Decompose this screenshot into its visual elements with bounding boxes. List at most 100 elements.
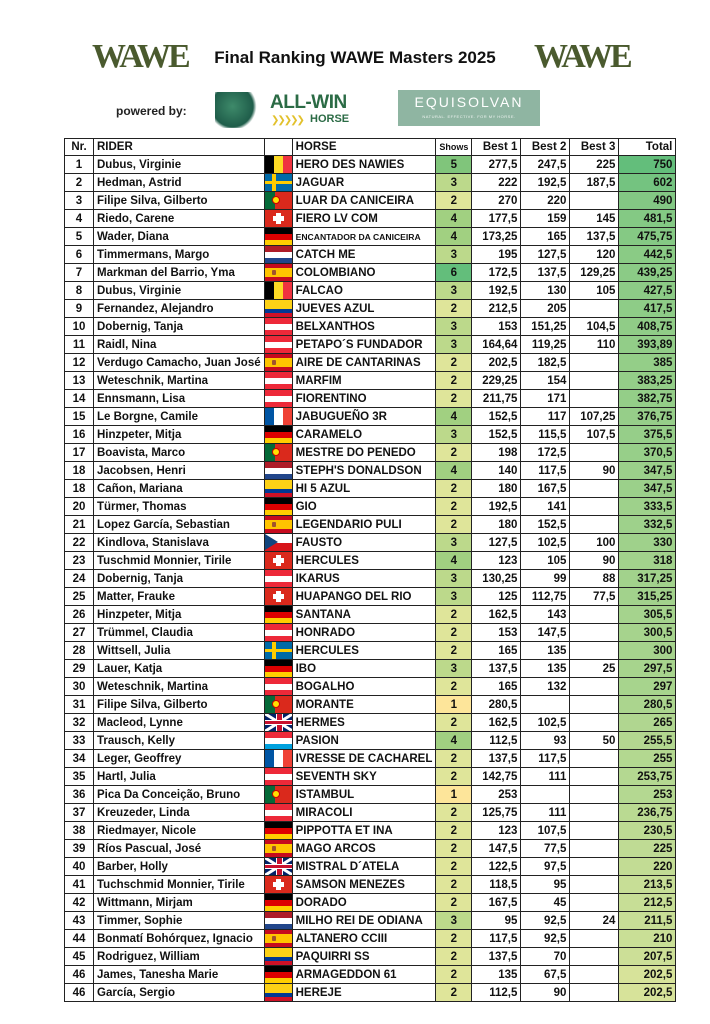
rank-cell: 24	[64, 569, 94, 589]
shows-cell: 3	[435, 245, 473, 265]
colombia-flag-icon	[265, 984, 292, 1001]
table-row: 36 Pica Da Conceição, Bruno ISTAMBUL 1 253 25…	[64, 785, 677, 805]
best3-cell	[569, 983, 620, 1003]
total-cell: 317,25	[618, 569, 677, 589]
best2-cell: 111	[520, 767, 571, 787]
table-row: 12 Verdugo Camacho, Juan José AIRE DE CANT…	[64, 353, 677, 373]
shows-cell: 3	[435, 911, 473, 931]
table-row: 38 Riedmayer, Nicole PIPPOTTA ET INA 2 123 10…	[64, 821, 677, 841]
best3-cell	[569, 695, 620, 715]
belgium-flag-icon	[265, 282, 292, 299]
total-cell: 253,75	[618, 767, 677, 787]
shows-cell: 2	[435, 479, 473, 499]
table-row: 14 Ennsmann, Lisa FIORENTINO 2 211,75 171 382,…	[64, 389, 677, 409]
germany-flag-icon	[265, 660, 292, 677]
best2-cell: 182,5	[520, 353, 571, 373]
best1-cell: 135	[471, 965, 522, 985]
best2-cell: 45	[520, 893, 571, 913]
ranking-table: Nr. RIDER HORSE Shows Best 1 Best 2 Best…	[64, 137, 677, 1003]
germany-flag-icon	[265, 822, 292, 839]
rank-cell: 31	[64, 695, 94, 715]
rank-cell: 15	[64, 407, 94, 427]
best1-cell: 280,5	[471, 695, 522, 715]
horse-cell: MORANTE	[291, 695, 437, 715]
table-row: 8 Dubus, Virginie FALCAO 3 192,5 130 105 427,5	[64, 281, 677, 301]
total-cell: 490	[618, 191, 677, 211]
best2-cell: 205	[520, 299, 571, 319]
rank-cell: 30	[64, 677, 94, 697]
horse-cell: HERCULES	[291, 551, 437, 571]
spain-flag-icon	[265, 516, 292, 533]
powered-by-label: powered by:	[116, 104, 187, 118]
table-row: 10 Dobernig, Tanja BELXANTHOS 3 153 151,25 104…	[64, 317, 677, 337]
table-row: 22 Kindlova, Stanislava FAUSTO 3 127,5 102,5 1…	[64, 533, 677, 553]
rank-cell: 12	[64, 353, 94, 373]
horse-cell: ENCANTADOR DA CANICEIRA	[291, 227, 437, 247]
best3-cell: 107,5	[569, 425, 620, 445]
horse-cell: FALCAO	[291, 281, 437, 301]
rank-cell: 26	[64, 605, 94, 625]
rider-cell: Filipe Silva, Gilberto	[93, 191, 265, 211]
shows-cell: 2	[435, 371, 473, 391]
best1-cell: 173,25	[471, 227, 522, 247]
sponsor-subname: HORSE	[310, 113, 350, 125]
table-row: 25 Matter, Frauke HUAPANGO DEL RIO 3 125 112,…	[64, 587, 677, 607]
best2-cell: 95	[520, 875, 571, 895]
best3-cell	[569, 641, 620, 661]
rider-cell: Macleod, Lynne	[93, 713, 265, 733]
shows-cell: 3	[435, 425, 473, 445]
table-row: 42 Wittmann, Mirjam DORADO 2 167,5 45 212,5	[64, 893, 677, 913]
france-flag-icon	[265, 408, 292, 425]
flag-cell	[263, 839, 293, 859]
best1-cell: 117,5	[471, 929, 522, 949]
best2-cell	[520, 695, 571, 715]
flag-cell	[263, 821, 293, 841]
rank-cell: 8	[64, 281, 94, 301]
best1-cell: 95	[471, 911, 522, 931]
best2-cell: 99	[520, 569, 571, 589]
table-row: 29 Lauer, Katja IBO 3 137,5 135 25 297,5	[64, 659, 677, 679]
shows-cell: 2	[435, 677, 473, 697]
best1-cell: 152,5	[471, 407, 522, 427]
austria-flag-icon	[265, 570, 292, 587]
best1-cell: 137,5	[471, 749, 522, 769]
flag-cell	[263, 929, 293, 949]
rider-cell: Dobernig, Tanja	[93, 569, 265, 589]
rider-cell: Dobernig, Tanja	[93, 317, 265, 337]
best3-cell	[569, 389, 620, 409]
best3-cell	[569, 839, 620, 859]
rank-cell: 10	[64, 317, 94, 337]
rider-cell: Wittsell, Julia	[93, 641, 265, 661]
shows-cell: 3	[435, 281, 473, 301]
total-cell: 347,5	[618, 479, 677, 499]
best2-cell: 141	[520, 497, 571, 517]
horse-cell: LUAR DA CANICEIRA	[291, 191, 437, 211]
best1-cell: 162,5	[471, 713, 522, 733]
rank-cell: 18	[64, 479, 94, 499]
rank-cell: 43	[64, 911, 94, 931]
flag-cell	[263, 893, 293, 913]
best1-cell: 112,5	[471, 983, 522, 1003]
portugal-flag-icon	[265, 444, 292, 461]
best2-cell: 159	[520, 209, 571, 229]
shows-cell: 6	[435, 263, 473, 283]
flag-cell	[263, 173, 293, 193]
rank-cell: 32	[64, 713, 94, 733]
best2-cell: 117,5	[520, 749, 571, 769]
flag-cell	[263, 767, 293, 787]
rank-cell: 46	[64, 965, 94, 985]
horse-cell: BELXANTHOS	[291, 317, 437, 337]
best1-cell: 222	[471, 173, 522, 193]
horse-cell: IBO	[291, 659, 437, 679]
best1-cell: 211,75	[471, 389, 522, 409]
best1-cell: 165	[471, 641, 522, 661]
horse-cell: HERCULES	[291, 641, 437, 661]
flag-cell	[263, 407, 293, 427]
france-flag-icon	[265, 750, 292, 767]
rank-cell: 23	[64, 551, 94, 571]
best1-cell: 125	[471, 587, 522, 607]
flag-cell	[263, 587, 293, 607]
horse-cell: MIRACOLI	[291, 803, 437, 823]
rank-cell: 9	[64, 299, 94, 319]
horse-cell: MAGO ARCOS	[291, 839, 437, 859]
